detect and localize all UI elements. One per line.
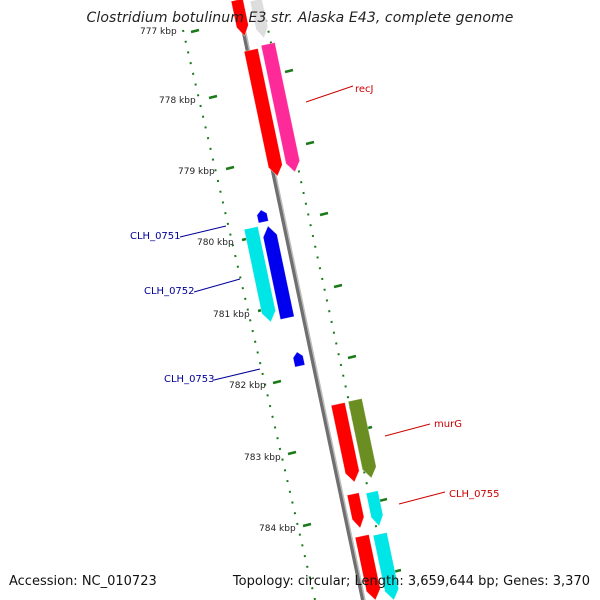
gene-feature-murg[interactable]: [347, 398, 377, 479]
leader-clh-0752: [193, 278, 241, 293]
gene-label-clh-0755[interactable]: CLH_0755: [449, 489, 500, 500]
gene-feature[interactable]: [249, 0, 269, 39]
major-tick: [305, 140, 315, 146]
gene-feature-clh-0751[interactable]: [256, 209, 269, 224]
gene-feature[interactable]: [230, 0, 249, 37]
gene-feature[interactable]: [243, 48, 283, 177]
gene-label-murg[interactable]: murG: [434, 419, 462, 430]
accession-text: Accession: NC_010723: [9, 574, 157, 589]
gene-feature[interactable]: [330, 402, 360, 483]
leader-recj: [305, 85, 354, 103]
major-tick: [272, 379, 282, 385]
map-title: Clostridium botulinum E3 str. Alaska E43…: [86, 10, 514, 26]
major-tick: [190, 28, 200, 34]
gene-label-recj[interactable]: recJ: [355, 84, 374, 95]
scale-label: 782 kbp: [229, 381, 266, 391]
scale-label: 781 kbp: [213, 310, 250, 320]
scale-label: 777 kbp: [140, 27, 177, 37]
gene-feature[interactable]: [262, 225, 295, 320]
scale-label: 784 kbp: [259, 524, 296, 534]
gene-label-clh-0753[interactable]: CLH_0753: [164, 374, 215, 385]
gene-feature-clh-0752[interactable]: [243, 226, 276, 323]
gene-label-clh-0752[interactable]: CLH_0752: [144, 286, 195, 297]
scale-labels: 777 kbp 778 kbp 779 kbp 780 kbp 781 kbp …: [140, 27, 296, 534]
genome-summary-text: Topology: circular; Length: 3,659,644 bp…: [232, 574, 590, 589]
major-tick: [378, 497, 388, 503]
leader-clh-0755: [398, 491, 446, 505]
gene-feature-clh-0755[interactable]: [365, 490, 384, 527]
gene-feature-recj[interactable]: [260, 42, 300, 173]
major-tick: [208, 94, 218, 100]
scale-label: 779 kbp: [178, 167, 215, 177]
major-tick: [347, 354, 357, 360]
scale-ticks: [190, 28, 402, 574]
label-leaders: [179, 85, 446, 505]
major-tick: [302, 522, 312, 528]
major-tick: [333, 283, 343, 289]
gene-feature[interactable]: [372, 532, 399, 600]
gene-feature[interactable]: [354, 534, 381, 600]
gene-labels: recJ CLH_0751 CLH_0752 CLH_0753 murG CLH…: [130, 84, 500, 500]
scale-label: 780 kbp: [197, 238, 234, 248]
major-tick: [284, 68, 294, 74]
gene-feature-clh-0753[interactable]: [292, 351, 306, 368]
major-tick: [287, 450, 297, 456]
scale-label: 778 kbp: [159, 96, 196, 106]
leader-clh-0751: [179, 225, 227, 238]
leader-clh-0753: [213, 368, 261, 381]
leader-murg: [384, 423, 431, 437]
major-tick: [319, 211, 329, 217]
major-tick: [225, 165, 235, 171]
scale-label: 783 kbp: [244, 453, 281, 463]
gene-label-clh-0751[interactable]: CLH_0751: [130, 231, 181, 242]
gene-feature[interactable]: [346, 492, 365, 529]
gene-features: [230, 0, 399, 600]
